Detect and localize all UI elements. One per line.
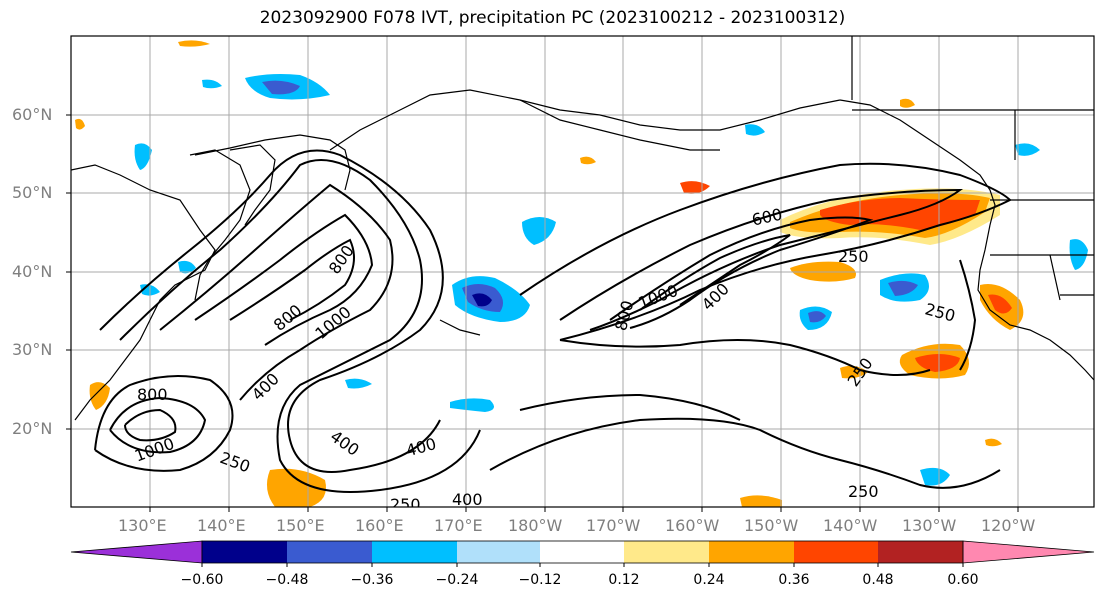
coastlines — [71, 36, 1094, 421]
colorbar-tick-label: 0.60 — [947, 572, 979, 588]
lat-label: 30°N — [12, 340, 53, 359]
contour-label: 400 — [248, 369, 283, 404]
lon-label: 170°W — [586, 516, 641, 535]
contour-label: 250 — [218, 448, 253, 476]
lon-label: 130°W — [902, 516, 957, 535]
lon-label: 180°W — [508, 516, 563, 535]
lat-label: 60°N — [12, 105, 53, 124]
colorbar-tick-label: −0.48 — [265, 572, 309, 588]
map-title: 2023092900 F078 IVT, precipitation PC (2… — [259, 8, 846, 28]
colorbar-segment — [709, 541, 794, 563]
lon-label: 150°E — [276, 516, 325, 535]
contour-label: 250 — [844, 354, 877, 390]
map-plot-area: 600 250 400 1000 800 250 250 250 400 800… — [71, 36, 1094, 514]
colorbar-extend-high — [962, 540, 1095, 564]
colorbar-extend-low — [70, 540, 203, 564]
colorbar-tick-label: 0.12 — [608, 572, 640, 588]
colorbar-segment — [202, 541, 287, 563]
contour-label: 400 — [404, 434, 438, 460]
lon-label: 170°E — [434, 516, 483, 535]
lon-label: 130°E — [118, 516, 167, 535]
contour-label: 400 — [327, 427, 363, 460]
colorbar-tick-label: −0.12 — [518, 572, 562, 588]
contour-label: 250 — [838, 247, 869, 266]
colorbar-segment — [287, 541, 372, 563]
lon-label: 140°E — [197, 516, 246, 535]
contour-label: 600 — [750, 205, 784, 230]
lon-label: 150°W — [744, 516, 799, 535]
contour-label: 800 — [270, 301, 306, 335]
lon-label: 120°W — [981, 516, 1036, 535]
contour-label: 250 — [848, 482, 879, 501]
contour-label: 400 — [698, 279, 733, 314]
lat-label: 20°N — [12, 419, 53, 438]
ivt-contours — [94, 149, 1012, 493]
lon-label: 160°W — [665, 516, 720, 535]
axis-ticks — [66, 114, 1019, 512]
lat-label: 50°N — [12, 183, 53, 202]
contour-label: 400 — [452, 490, 483, 509]
colorbar-tick-label: 0.36 — [778, 572, 810, 588]
colorbar-segment — [540, 541, 624, 563]
colorbar-tick-label: 0.48 — [862, 572, 894, 588]
colorbar-segment — [794, 541, 878, 563]
contour-label: 250 — [923, 299, 957, 325]
colorbar-segment — [624, 541, 709, 563]
colorbar — [70, 540, 1095, 567]
colorbar-segment — [878, 541, 963, 563]
lat-lon-grid — [71, 36, 1094, 507]
colorbar-tick-label: −0.24 — [435, 572, 479, 588]
lat-label: 40°N — [12, 262, 53, 281]
contour-label: 250 — [390, 495, 421, 514]
lon-label: 140°W — [823, 516, 878, 535]
colorbar-tick-label: 0.24 — [693, 572, 725, 588]
colorbar-segment — [457, 541, 540, 563]
lon-label: 160°E — [355, 516, 404, 535]
colorbar-tick-label: −0.36 — [350, 572, 394, 588]
colorbar-segment — [372, 541, 457, 563]
colorbar-tick-label: −0.60 — [180, 572, 224, 588]
contour-label: 800 — [137, 385, 168, 404]
